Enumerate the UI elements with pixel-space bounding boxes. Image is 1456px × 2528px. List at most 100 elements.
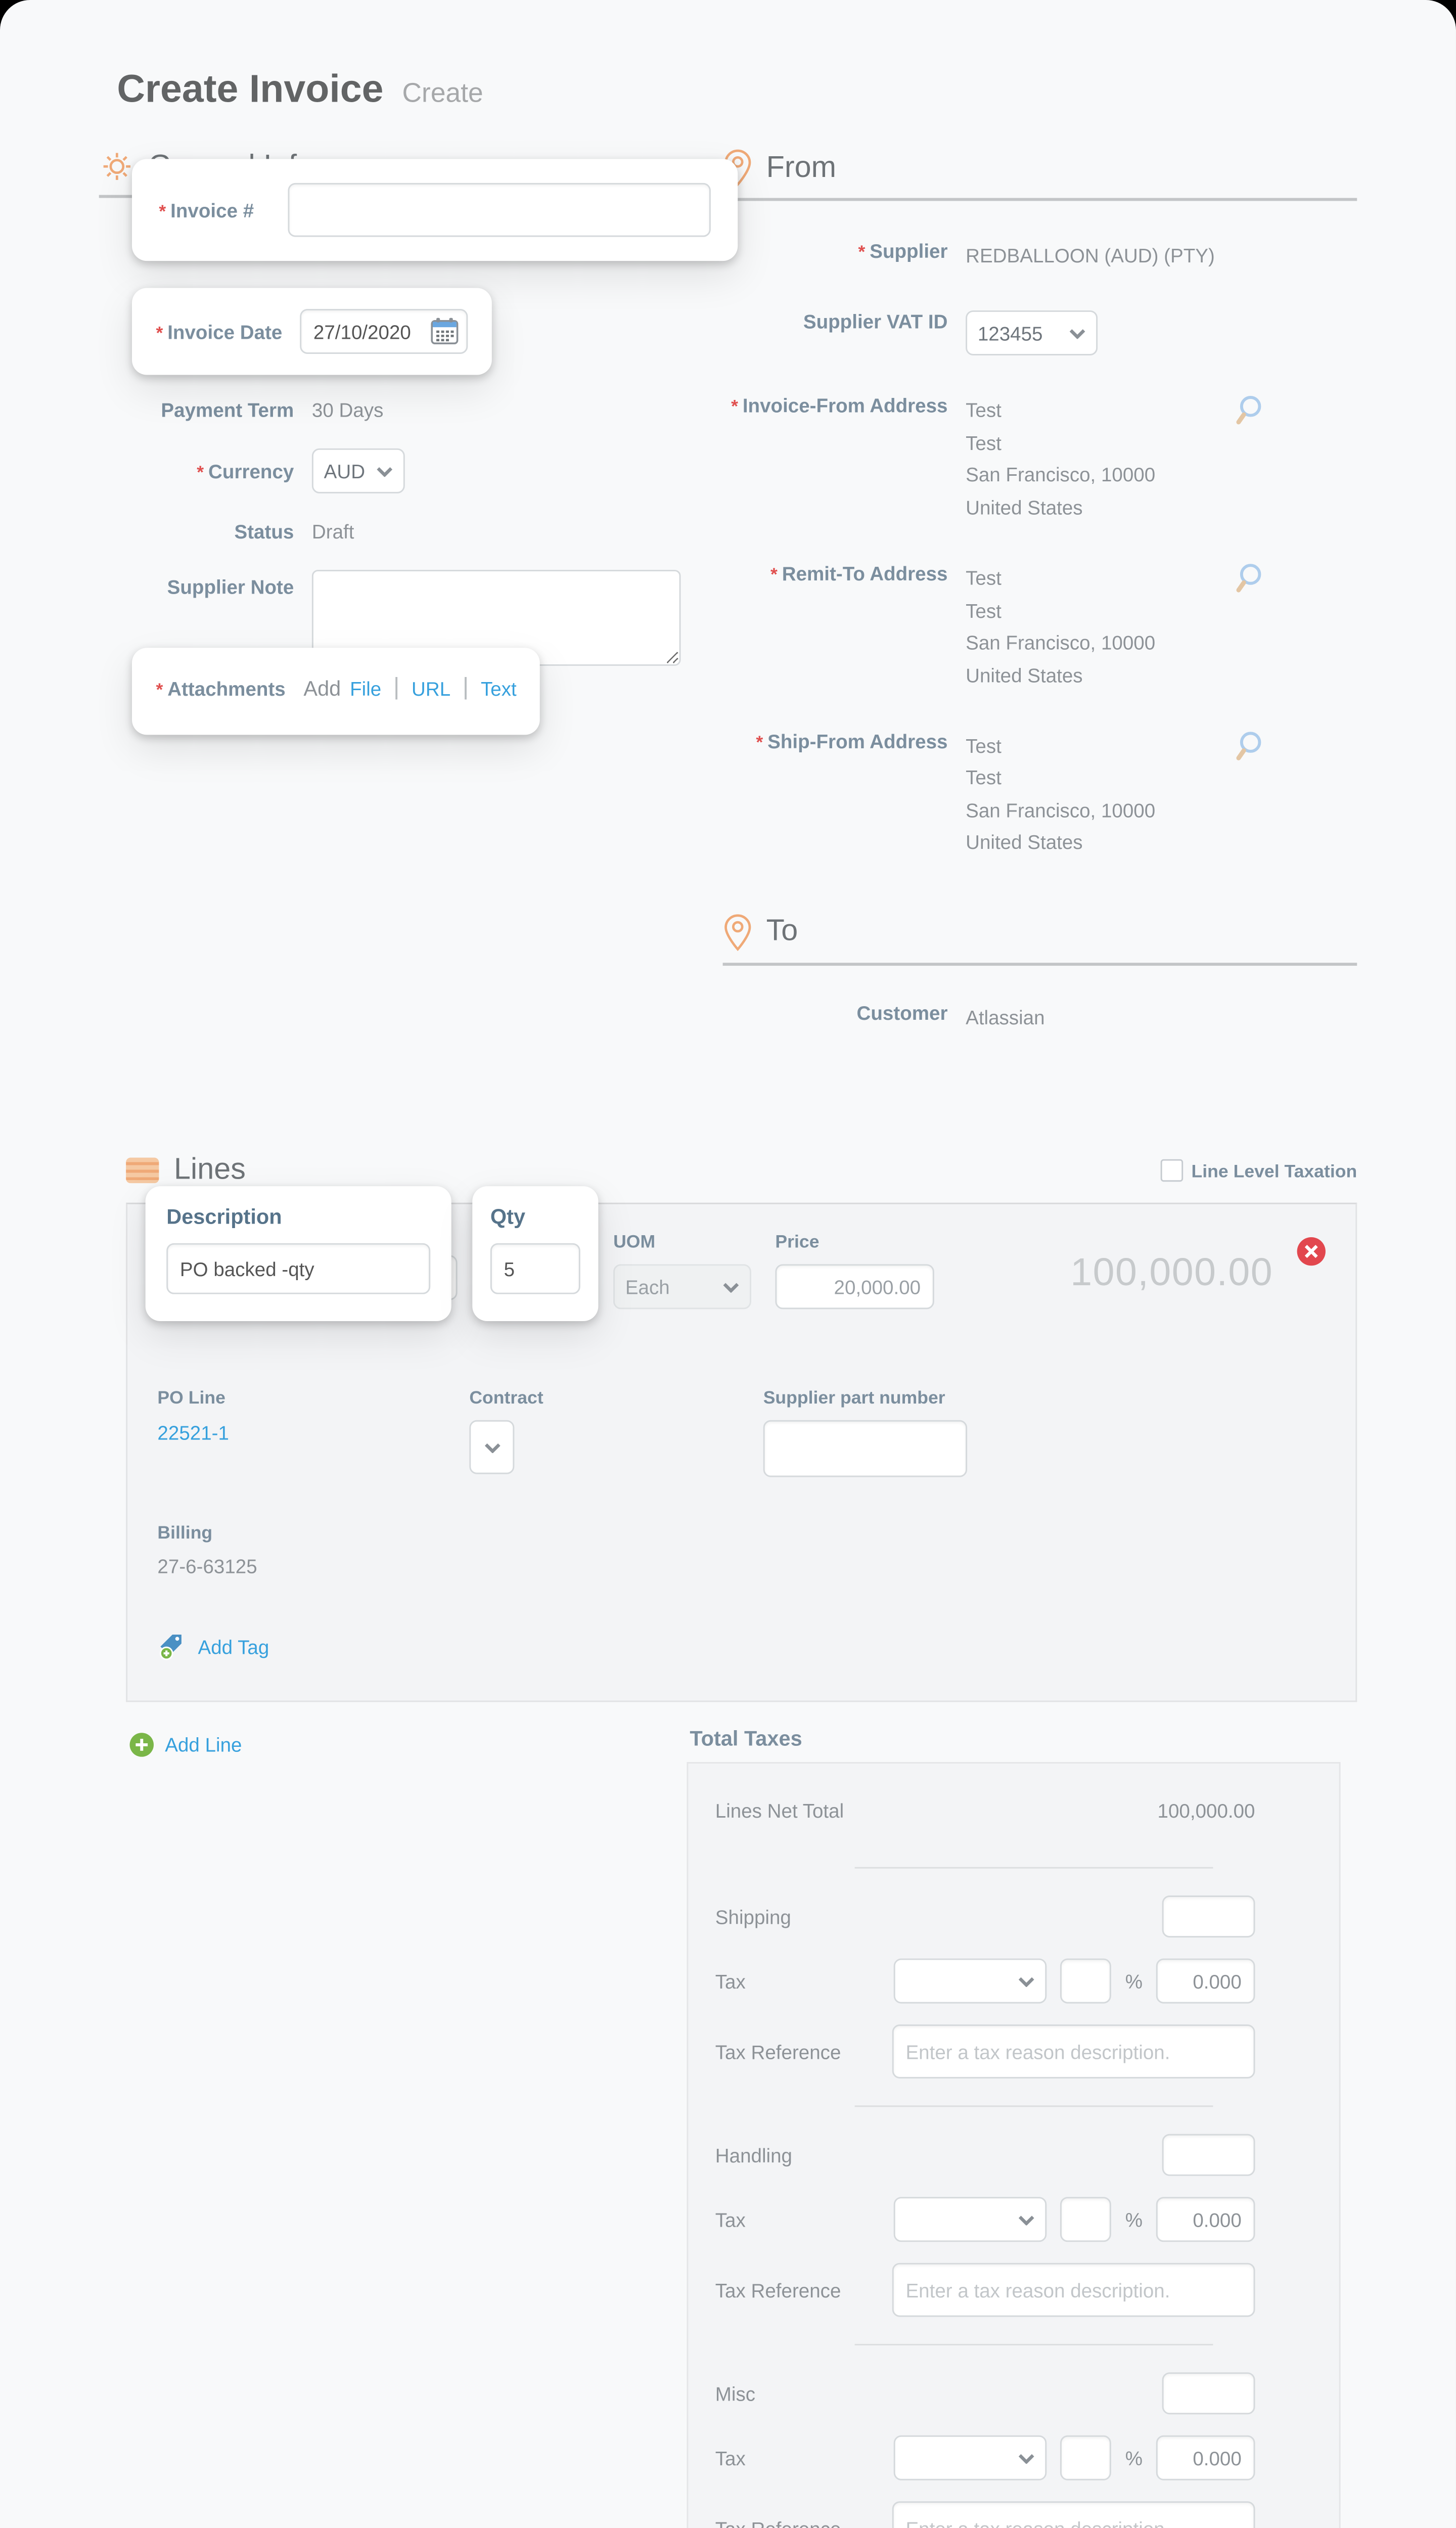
customer-value: Atlassian <box>966 1006 1045 1028</box>
handling-label: Handling <box>715 2144 793 2166</box>
shipping-tax-rate-input[interactable] <box>1061 1958 1112 2004</box>
price-label: Price <box>775 1231 820 1252</box>
uom-value: Each <box>625 1275 670 1298</box>
attach-text-link[interactable]: Text <box>480 677 517 700</box>
lines-header: Lines Line Level Taxation <box>126 1153 1357 1188</box>
line-amount: 100,000.00 <box>1070 1249 1273 1295</box>
supplier-vat-label: Supplier VAT ID <box>803 311 948 334</box>
currency-row: * Currency AUD <box>99 448 687 493</box>
from-title: From <box>766 151 837 184</box>
misc-amount-input[interactable] <box>1162 2372 1255 2415</box>
misc-tax-rate-input[interactable] <box>1061 2435 1112 2481</box>
handling-tax-reference-input[interactable] <box>892 2263 1255 2317</box>
lines-section: Lines Line Level Taxation Description Qt… <box>99 1153 1357 1702</box>
payment-term-label: Payment Term <box>161 398 294 422</box>
supplier-part-number-input[interactable] <box>763 1420 968 1477</box>
gear-icon <box>103 153 131 180</box>
line-level-taxation-checkbox[interactable] <box>1160 1159 1182 1182</box>
remit-to-address-label: * Remit-To Address <box>770 562 948 585</box>
lines-net-total-label: Lines Net Total <box>715 1799 844 1823</box>
supplier-note-label: Supplier Note <box>167 575 294 599</box>
add-line-link[interactable]: Add Line <box>165 1734 242 1756</box>
search-icon[interactable] <box>1233 563 1266 599</box>
billing-label: Billing <box>157 1522 213 1544</box>
invoice-date-label: * Invoice Date <box>156 320 283 343</box>
shipping-tax-reference-input[interactable] <box>892 2024 1255 2079</box>
from-section: From * Supplier REDBALLOON (AUD) (PTY) Su… <box>722 149 1357 1072</box>
line-level-taxation-label: Line Level Taxation <box>1191 1160 1357 1182</box>
uom-label: UOM <box>613 1231 656 1252</box>
supplier-value: REDBALLOON (AUD) (PTY) <box>966 244 1215 267</box>
calendar-icon[interactable] <box>430 317 459 345</box>
billing-value: 27-6-63125 <box>157 1555 257 1578</box>
general-info-section: General Info *Invoice # *Invoice Date <box>99 149 738 1072</box>
misc-group: Misc Tax % <box>715 2372 1255 2528</box>
lines-icon <box>126 1158 159 1184</box>
contract-label: Contract <box>469 1387 543 1409</box>
status-value: Draft <box>311 520 354 543</box>
price-input[interactable] <box>775 1264 934 1310</box>
misc-tax-select[interactable] <box>894 2435 1048 2481</box>
qty-input[interactable] <box>490 1243 580 1295</box>
shipping-tax-reference-label: Tax Reference <box>715 2040 841 2063</box>
attachments-label: * Attachments <box>156 677 286 700</box>
shipping-amount-input[interactable] <box>1162 1895 1255 1938</box>
supplier-part-number-label: Supplier part number <box>763 1387 945 1409</box>
po-line-link[interactable]: 22521-1 <box>157 1422 229 1444</box>
add-line[interactable]: Add Line <box>129 1732 687 1757</box>
total-taxes-heading: Total Taxes <box>690 1726 802 1750</box>
shipping-tax-amount-input[interactable] <box>1156 1958 1255 2004</box>
invoice-date-callout: * Invoice Date <box>132 288 492 375</box>
page-subtitle: Create <box>402 78 483 108</box>
plus-icon <box>129 1733 154 1757</box>
description-input[interactable] <box>166 1243 431 1295</box>
status-label: Status <box>234 520 294 543</box>
invoice-number-callout: * Invoice # <box>132 159 738 261</box>
supplier-vat-value: 123455 <box>977 322 1043 345</box>
invoice-from-address-row: * Invoice-From Address Test Test San Fran… <box>723 395 1357 523</box>
invoice-line-panel: Description Qty UOM Each <box>126 1186 1357 1702</box>
delete-line-icon[interactable] <box>1297 1237 1326 1266</box>
billing-block: Billing 27-6-63125 <box>157 1522 1326 1578</box>
supplier-label: * Supplier <box>858 240 948 263</box>
lines-net-total-value: 100,000.00 <box>1157 1799 1255 1823</box>
chevron-down-icon <box>484 1442 500 1453</box>
search-icon[interactable] <box>1233 395 1266 431</box>
handling-tax-amount-input[interactable] <box>1156 2197 1255 2242</box>
qty-label: Qty <box>490 1204 526 1229</box>
shipping-label: Shipping <box>715 1905 791 1928</box>
chevron-down-icon <box>1019 1976 1035 1987</box>
add-tag-link[interactable]: Add Tag <box>198 1635 269 1658</box>
currency-value: AUD <box>324 460 366 482</box>
payment-term-row: Payment Term 30 Days <box>99 399 687 421</box>
to-title: To <box>766 915 798 949</box>
uom-select[interactable]: Each <box>613 1264 751 1310</box>
handling-tax-rate-input[interactable] <box>1061 2197 1112 2242</box>
attach-file-link[interactable]: File <box>350 677 382 700</box>
handling-tax-select[interactable] <box>894 2197 1048 2242</box>
contract-select[interactable] <box>469 1420 515 1474</box>
shipping-tax-label: Tax <box>715 1970 746 1993</box>
supplier-vat-select[interactable]: 123455 <box>966 311 1098 356</box>
add-tag[interactable]: Add Tag <box>157 1632 1326 1661</box>
misc-tax-amount-input[interactable] <box>1156 2435 1255 2481</box>
attach-url-link[interactable]: URL <box>412 677 451 700</box>
to-header: To <box>722 913 1357 966</box>
invoice-number-label: * Invoice # <box>159 198 254 221</box>
description-label: Description <box>166 1204 282 1229</box>
misc-tax-reference-input[interactable] <box>892 2501 1255 2528</box>
totals-panel: Lines Net Total 100,000.00 Shipping Tax <box>687 1762 1341 2528</box>
lines-title: Lines <box>174 1153 246 1187</box>
page-header: Create Invoice Create <box>0 45 1456 124</box>
payment-term-value: 30 Days <box>311 398 384 422</box>
invoice-number-input[interactable] <box>288 183 711 237</box>
misc-tax-label: Tax <box>715 2447 746 2469</box>
handling-amount-input[interactable] <box>1162 2134 1255 2177</box>
from-header: From <box>722 149 1357 201</box>
search-icon[interactable] <box>1233 730 1266 766</box>
chevron-down-icon <box>377 466 393 476</box>
shipping-tax-select[interactable] <box>894 1958 1048 2004</box>
currency-select[interactable]: AUD <box>311 448 405 493</box>
invoice-from-address-value: Test Test San Francisco, 10000 United St… <box>966 399 1156 519</box>
